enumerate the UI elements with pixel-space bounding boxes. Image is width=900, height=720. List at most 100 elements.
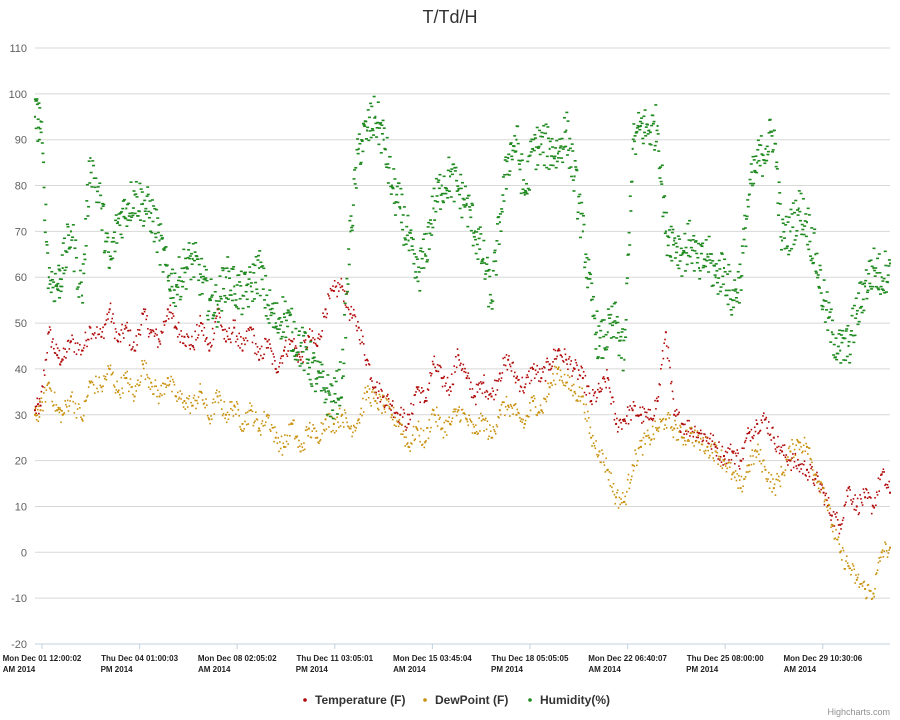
- data-point: [95, 201, 99, 204]
- data-point: [557, 157, 561, 159]
- data-point: [667, 411, 670, 414]
- data-point: [619, 335, 623, 338]
- data-point: [662, 417, 665, 420]
- data-point: [272, 312, 276, 315]
- data-point: [164, 246, 168, 248]
- data-point: [358, 339, 361, 341]
- credits[interactable]: Highcharts.com: [827, 707, 890, 717]
- data-point: [395, 185, 399, 188]
- data-point: [75, 417, 78, 419]
- data-point: [340, 277, 343, 280]
- data-point: [402, 244, 406, 246]
- data-point: [146, 193, 150, 196]
- data-point: [259, 429, 261, 432]
- data-point: [625, 277, 629, 279]
- data-point: [405, 234, 409, 237]
- data-point: [49, 388, 52, 390]
- data-point: [710, 285, 714, 287]
- data-point: [288, 314, 292, 317]
- data-point: [856, 497, 859, 500]
- data-point: [750, 171, 754, 173]
- data-point: [846, 562, 849, 564]
- data-point: [101, 205, 105, 207]
- data-point: [184, 257, 188, 260]
- data-point: [650, 417, 652, 420]
- data-point: [676, 264, 680, 266]
- data-point: [228, 413, 231, 416]
- data-point: [639, 124, 642, 127]
- data-point: [39, 404, 42, 407]
- data-point: [858, 586, 861, 588]
- data-point: [559, 145, 563, 147]
- data-point: [600, 461, 602, 464]
- data-point: [334, 418, 337, 421]
- data-point: [152, 329, 154, 332]
- data-point: [224, 340, 227, 343]
- data-point: [471, 244, 475, 247]
- data-point: [333, 431, 336, 434]
- data-point: [519, 160, 523, 162]
- data-point: [101, 390, 104, 393]
- data-point: [782, 471, 784, 474]
- data-point: [249, 402, 251, 404]
- data-point: [599, 461, 602, 463]
- data-point: [171, 297, 175, 299]
- x-tick-label: Thu Dec 04 01:00:03: [101, 654, 178, 663]
- data-point: [406, 413, 409, 416]
- data-point: [753, 169, 757, 172]
- data-point: [344, 336, 348, 339]
- data-point: [814, 253, 817, 256]
- data-point: [753, 426, 756, 429]
- data-point: [226, 298, 230, 300]
- data-point: [889, 546, 891, 549]
- data-point: [212, 398, 215, 401]
- data-point: [50, 270, 54, 273]
- data-point: [319, 389, 323, 392]
- data-point: [51, 286, 55, 289]
- data-point: [861, 283, 865, 286]
- data-point: [292, 320, 296, 323]
- data-point: [147, 376, 149, 379]
- data-point: [233, 293, 237, 295]
- data-point: [812, 478, 814, 481]
- data-point: [572, 370, 574, 372]
- data-point: [678, 411, 680, 414]
- data-point: [611, 396, 614, 399]
- data-point: [749, 455, 752, 457]
- data-point: [479, 388, 481, 390]
- legend[interactable]: Temperature (F) DewPoint (F) Humidity(%): [303, 693, 610, 707]
- data-point: [609, 313, 613, 316]
- data-point: [158, 395, 161, 398]
- data-point: [796, 214, 800, 216]
- data-point: [297, 330, 301, 332]
- data-point: [527, 415, 529, 418]
- data-point: [48, 387, 51, 389]
- data-point: [651, 425, 654, 428]
- data-point: [317, 337, 319, 340]
- data-point: [440, 377, 443, 380]
- data-point: [789, 230, 792, 233]
- data-point: [463, 185, 467, 188]
- data-point: [459, 187, 463, 190]
- data-point: [175, 326, 178, 329]
- data-point: [692, 270, 696, 272]
- data-point: [354, 315, 357, 318]
- data-point: [167, 274, 171, 277]
- legend-item-1[interactable]: DewPoint (F): [423, 693, 508, 707]
- legend-item-2[interactable]: Humidity(%): [528, 693, 610, 707]
- data-point: [186, 335, 189, 338]
- data-point: [276, 442, 279, 445]
- legend-item-0[interactable]: Temperature (F): [303, 693, 405, 707]
- data-point: [720, 449, 723, 452]
- data-point: [271, 302, 275, 305]
- data-point: [427, 437, 430, 440]
- data-point: [322, 312, 324, 314]
- data-point: [122, 215, 126, 218]
- data-point: [777, 479, 779, 481]
- data-point: [397, 425, 400, 428]
- data-point: [877, 288, 881, 291]
- data-point: [378, 382, 381, 385]
- data-point: [88, 380, 91, 383]
- data-point: [252, 328, 255, 330]
- data-point: [644, 126, 648, 128]
